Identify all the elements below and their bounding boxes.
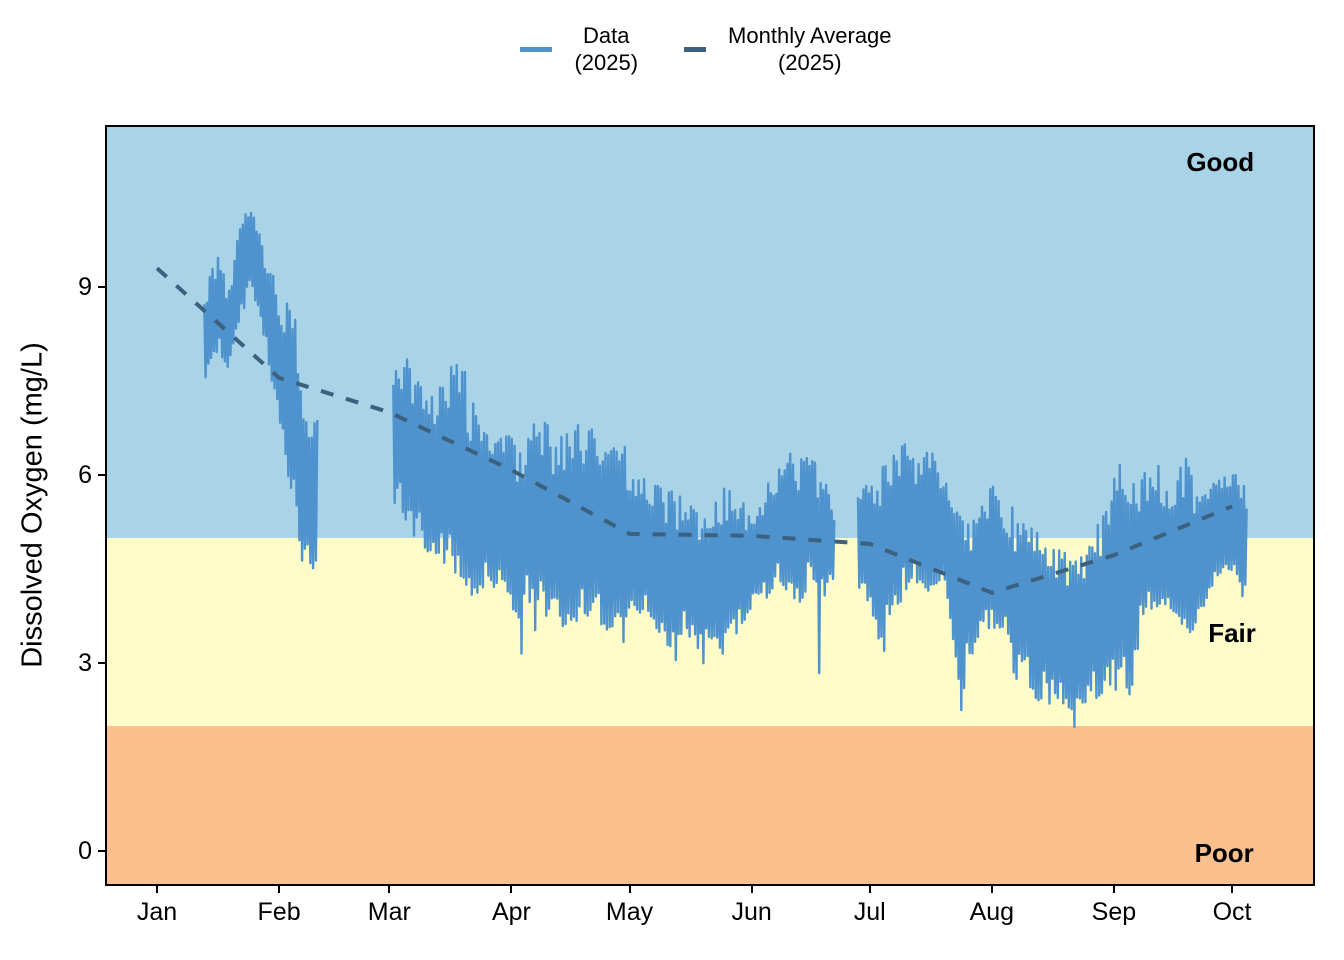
y-tick-mark <box>98 473 106 476</box>
y-tick-mark <box>98 661 106 664</box>
x-tick-mark <box>1231 886 1234 893</box>
y-tick-label-0: 0 <box>78 837 92 865</box>
data-series-line <box>392 358 836 675</box>
x-tick-mark <box>868 886 871 893</box>
x-tick-label-may: May <box>605 898 654 926</box>
y-tick-label-3: 3 <box>78 648 92 677</box>
y-tick-label-6: 6 <box>78 460 92 489</box>
plot-area: Good Fair Poor <box>105 125 1315 886</box>
x-tick-label-jul: Jul <box>853 898 886 926</box>
band-label-good: Good <box>1186 146 1255 177</box>
y-tick-mark <box>98 850 106 852</box>
data-series-line <box>203 211 319 570</box>
quality-band-poor <box>107 725 1313 884</box>
band-label-poor: Poor <box>1194 838 1254 869</box>
legend-item-data: Data (2025) <box>520 22 638 76</box>
y-axis-title: Dissolved Oxygen (mg/L) <box>16 342 49 668</box>
legend-label-data-line1: Data <box>583 23 630 48</box>
x-tick-label-mar: Mar <box>367 898 411 926</box>
y-tick-mark <box>98 285 106 288</box>
legend-label-monthly-average: Monthly Average (2025) <box>728 22 891 76</box>
legend-item-monthly-average: Monthly Average (2025) <box>684 22 892 76</box>
legend-label-monthly-average-line2: (2025) <box>777 50 842 75</box>
x-tick-label-jun: Jun <box>731 898 772 926</box>
monthly-average-key-icon <box>684 46 707 52</box>
data-series-key-icon <box>520 46 553 52</box>
x-tick-mark <box>510 886 513 893</box>
x-tick-mark <box>388 886 391 893</box>
x-tick-label-oct: Oct <box>1212 898 1252 926</box>
monthly-average-line <box>155 266 1233 595</box>
x-tick-label-jan: Jan <box>136 898 178 926</box>
y-tick-label-9: 9 <box>78 272 92 301</box>
x-tick-mark <box>628 886 631 893</box>
x-tick-label-feb: Feb <box>257 898 301 926</box>
x-tick-label-sep: Sep <box>1091 898 1137 926</box>
band-label-fair: Fair <box>1208 618 1256 649</box>
x-tick-mark <box>990 886 993 893</box>
legend-label-data: Data (2025) <box>574 22 638 76</box>
chart-legend: Data (2025) Monthly Average (2025) <box>34 22 1344 76</box>
legend-label-data-line2: (2025) <box>574 50 639 75</box>
x-tick-mark <box>750 886 753 893</box>
legend-label-monthly-average-line1: Monthly Average <box>728 23 892 48</box>
x-tick-mark <box>156 886 158 893</box>
series-layer <box>155 211 1248 728</box>
x-tick-label-apr: Apr <box>491 898 531 926</box>
x-tick-mark <box>1112 886 1115 893</box>
x-tick-mark <box>278 886 281 893</box>
data-series-line <box>856 443 1248 728</box>
x-tick-label-aug: Aug <box>969 898 1015 926</box>
